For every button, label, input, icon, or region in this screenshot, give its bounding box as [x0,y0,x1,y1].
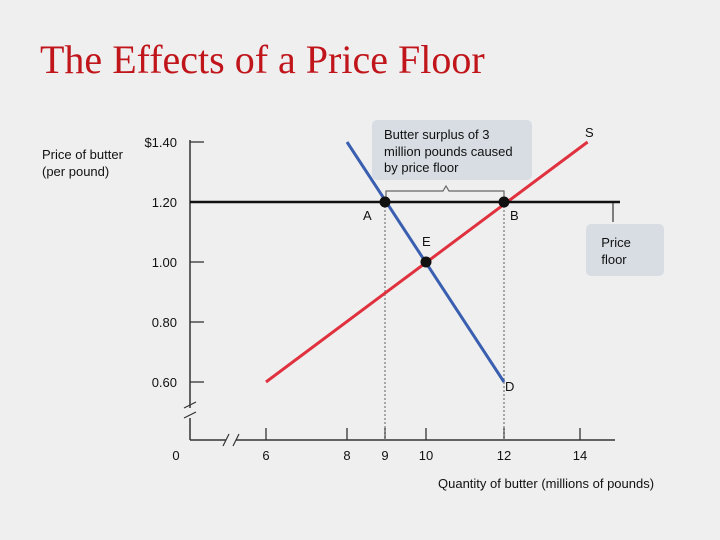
point-b [498,196,510,208]
y-tick-label: 1.20 [152,195,177,210]
surplus-annotation-line2: million pounds caused [384,144,513,159]
point-label-e: E [422,234,431,249]
x-tick-label: 9 [381,448,388,463]
slide-title: The Effects of a Price Floor [40,37,485,82]
x-tick-label: 14 [573,448,587,463]
surplus-annotation-line3: by price floor [384,160,459,175]
surplus-brace [385,184,505,197]
point-e [420,256,432,268]
y-axis-label-line1: Price of butter [42,147,124,162]
price-floor-label-line2: floor [601,252,627,267]
x-tick-label: 6 [262,448,269,463]
point-label-b: B [510,208,519,223]
x-tick-label: 12 [497,448,511,463]
y-axis-label-line2: (per pound) [42,164,109,179]
y-tick-label: 0.60 [152,375,177,390]
y-axis-break-1 [183,401,197,409]
surplus-annotation-line1: Butter surplus of 3 [384,127,490,142]
y-tick-label: $1.40 [144,135,177,150]
price-floor-label-line1: Price [601,235,631,250]
x-axis-break-1 [222,433,230,447]
x-tick-label: 10 [419,448,433,463]
supply-curve-label: S [585,125,594,140]
surplus-annotation-box [372,120,532,180]
x-tick-label: 8 [343,448,350,463]
point-a [379,196,391,208]
x-axis-label: Quantity of butter (millions of pounds) [438,476,654,491]
price-floor-label-box [586,224,664,276]
y-tick-label: 1.00 [152,255,177,270]
x-tick-label: 0 [172,448,179,463]
y-axis-break-2 [183,411,197,419]
x-axis-break-2 [232,433,240,447]
demand-curve-label: D [505,379,514,394]
point-label-a: A [363,208,372,223]
y-tick-label: 0.80 [152,315,177,330]
